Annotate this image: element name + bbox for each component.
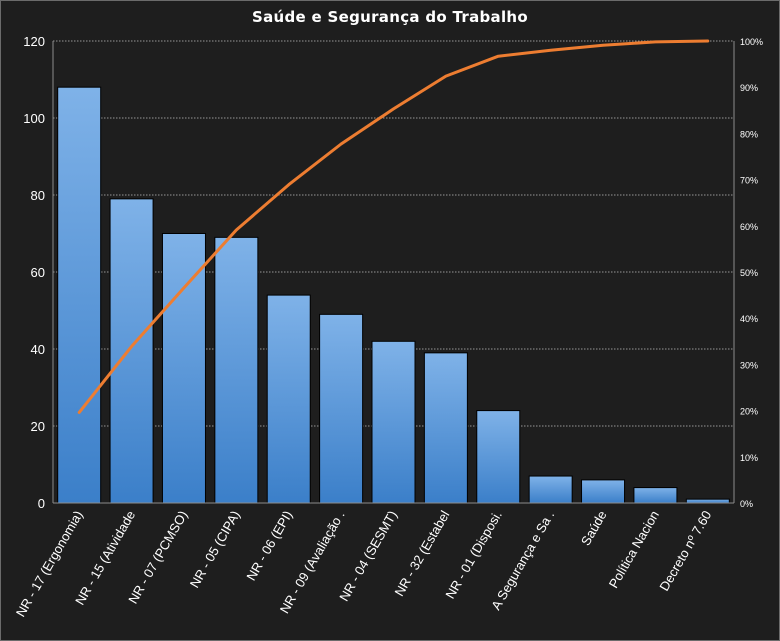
x-tick-label: NR - 05 (CIPA) [187, 508, 243, 590]
y-right-tick-label: 10% [740, 453, 758, 463]
bar [266, 294, 311, 504]
y-right-tick-label: 50% [740, 268, 758, 278]
y-right-tick-label: 90% [740, 83, 758, 93]
bar [57, 86, 102, 504]
x-tick-label: NR - 07 (PCMSO) [125, 508, 190, 606]
y-left-tick-label: 60 [31, 265, 45, 280]
y-right-tick-label: 60% [740, 222, 758, 232]
y-right-tick-label: 100% [740, 37, 763, 47]
x-tick-label: NR - 06 (EPI) [243, 508, 295, 583]
bar [423, 352, 468, 504]
bar [371, 340, 416, 504]
y-right-tick-label: 30% [740, 360, 758, 370]
y-left-tick-label: 0 [38, 496, 45, 511]
y-right-tick-label: 0% [740, 499, 753, 509]
x-tick-label: NR - 32 (Estabel [391, 508, 452, 599]
y-left-tick-label: 40 [31, 342, 45, 357]
bar [476, 410, 521, 504]
bar [214, 236, 259, 504]
bar [109, 198, 154, 504]
x-tick-label: Política Nacion [606, 508, 662, 591]
bar [685, 498, 730, 504]
y-left-tick-label: 120 [23, 34, 45, 49]
y-right-tick-label: 40% [740, 314, 758, 324]
y-right-tick-label: 80% [740, 129, 758, 139]
bar [161, 233, 206, 504]
bar [633, 487, 678, 504]
x-tick-label: Saúde [578, 508, 610, 548]
cumulative-line-series [77, 39, 710, 414]
y-left-tick-label: 80 [31, 188, 45, 203]
chart-title: Saúde e Segurança do Trabalho [251, 8, 528, 26]
y-left-tick-label: 100 [23, 111, 45, 126]
x-tick-label: Decreto nº 7.60 [656, 508, 714, 593]
bar [528, 475, 573, 504]
y-right-tick-label: 20% [740, 407, 758, 417]
x-tick-label: NR - 01 (Disposi. [442, 508, 504, 601]
x-tick-label: NR - 04 (SESMT) [336, 508, 400, 604]
cumulative-line [77, 39, 710, 414]
bar [581, 479, 626, 504]
axes [52, 41, 735, 504]
y-right-tick-label: 70% [740, 176, 758, 186]
y-left-tick-label: 20 [31, 419, 45, 434]
bar-series [57, 86, 730, 504]
bar [319, 313, 364, 504]
